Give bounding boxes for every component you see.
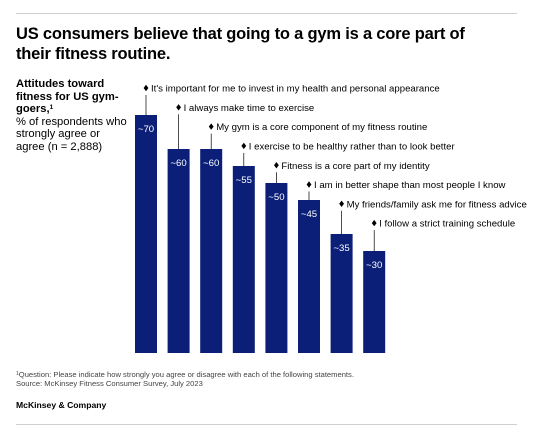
data-label: ~45 xyxy=(301,209,317,220)
category-label: My friends/family ask me for fitness adv… xyxy=(347,199,527,210)
diamond-marker xyxy=(306,181,312,188)
category-label: I exercise to be healthy rather than to … xyxy=(249,142,456,153)
bar xyxy=(265,183,288,353)
side-label-footnote-mark: 1 xyxy=(49,104,54,112)
data-label: ~30 xyxy=(366,260,382,271)
diamond-marker xyxy=(143,84,149,92)
diamond-marker xyxy=(176,104,181,111)
source: Source: McKinsey Fitness Consumer Survey… xyxy=(16,379,203,388)
data-label: ~70 xyxy=(138,124,154,135)
bar xyxy=(363,251,386,353)
top-rule xyxy=(16,13,517,14)
chart-title: US consumers believe that going to a gym… xyxy=(16,25,465,63)
bar xyxy=(232,166,255,353)
diamond-marker xyxy=(274,162,279,169)
data-label: ~35 xyxy=(333,243,349,254)
bottom-rule xyxy=(16,424,517,425)
category-label: It's important for me to invest in my he… xyxy=(151,84,440,95)
category-label: My gym is a core component of my fitness… xyxy=(216,122,427,133)
diamond-marker xyxy=(241,142,247,150)
category-label: I am in better shape than most people I … xyxy=(314,180,506,191)
category-label: Fitness is a core part of my identity xyxy=(281,161,429,172)
side-label: Attitudes toward fitness for US gym-goer… xyxy=(16,78,131,154)
brand-logo-text: McKinsey & Company xyxy=(16,400,107,410)
side-label-normal: % of respondents who strongly agree or a… xyxy=(16,115,127,153)
data-label: ~60 xyxy=(170,158,186,169)
data-label: ~55 xyxy=(236,175,252,186)
bar xyxy=(167,149,190,353)
diamond-marker xyxy=(208,123,214,130)
bar xyxy=(330,234,353,353)
data-label: ~60 xyxy=(203,158,219,169)
bar-chart: It's important for me to invest in my he… xyxy=(135,84,527,353)
footnote: 1Question: Please indicate how strongly … xyxy=(16,370,354,379)
category-label: I always make time to exercise xyxy=(184,103,315,114)
bar xyxy=(135,115,157,353)
bar xyxy=(298,200,320,353)
diamond-marker xyxy=(371,219,377,227)
category-label: I follow a strict training schedule xyxy=(379,219,515,230)
bar xyxy=(200,149,223,353)
side-label-bold: Attitudes toward fitness for US gym-goer… xyxy=(16,78,119,116)
diamond-marker xyxy=(339,200,344,207)
data-label: ~50 xyxy=(268,192,284,203)
